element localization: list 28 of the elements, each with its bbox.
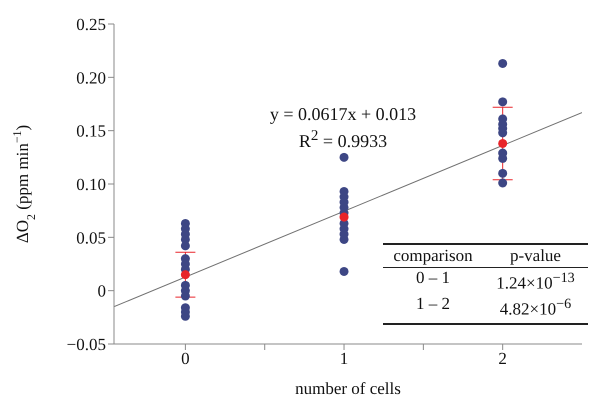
y-tick-label: 0.10 <box>76 175 106 194</box>
point <box>498 178 508 188</box>
annotation: 4.82×10$^{−6}$ <box>498 294 572 320</box>
point <box>340 152 349 162</box>
point <box>498 97 508 106</box>
y-tick-label: 0.05 <box>76 228 106 248</box>
annotation: 1.24×10$^{−13}$ <box>495 269 576 294</box>
point <box>180 270 190 280</box>
annotation: comparison <box>392 245 474 267</box>
point <box>340 266 349 276</box>
x-axis-title: number of cells <box>295 379 401 398</box>
point <box>498 138 508 148</box>
x-tick-label: 1 <box>340 349 348 368</box>
x-tick-label: 0 <box>181 349 190 368</box>
y-tick-label: 0.15 <box>76 122 106 141</box>
annotation: R$^{2}$ = 0.9933 <box>298 127 388 152</box>
annotation: y = 0.0617x + 0.013 <box>268 103 418 125</box>
point <box>498 168 508 178</box>
annotation: 1 – 2 <box>415 294 451 315</box>
y-tick-label: 0.25 <box>76 15 106 34</box>
annotation: 0 – 1 <box>415 268 451 289</box>
point <box>340 212 349 222</box>
y-tick-label: −0.05 <box>66 335 106 354</box>
annotation: p-value <box>509 245 562 267</box>
y-tick-label: 0 <box>98 282 106 301</box>
point <box>498 58 508 68</box>
x-tick-label: 2 <box>498 349 507 368</box>
y-tick-label: 0.20 <box>76 68 106 88</box>
